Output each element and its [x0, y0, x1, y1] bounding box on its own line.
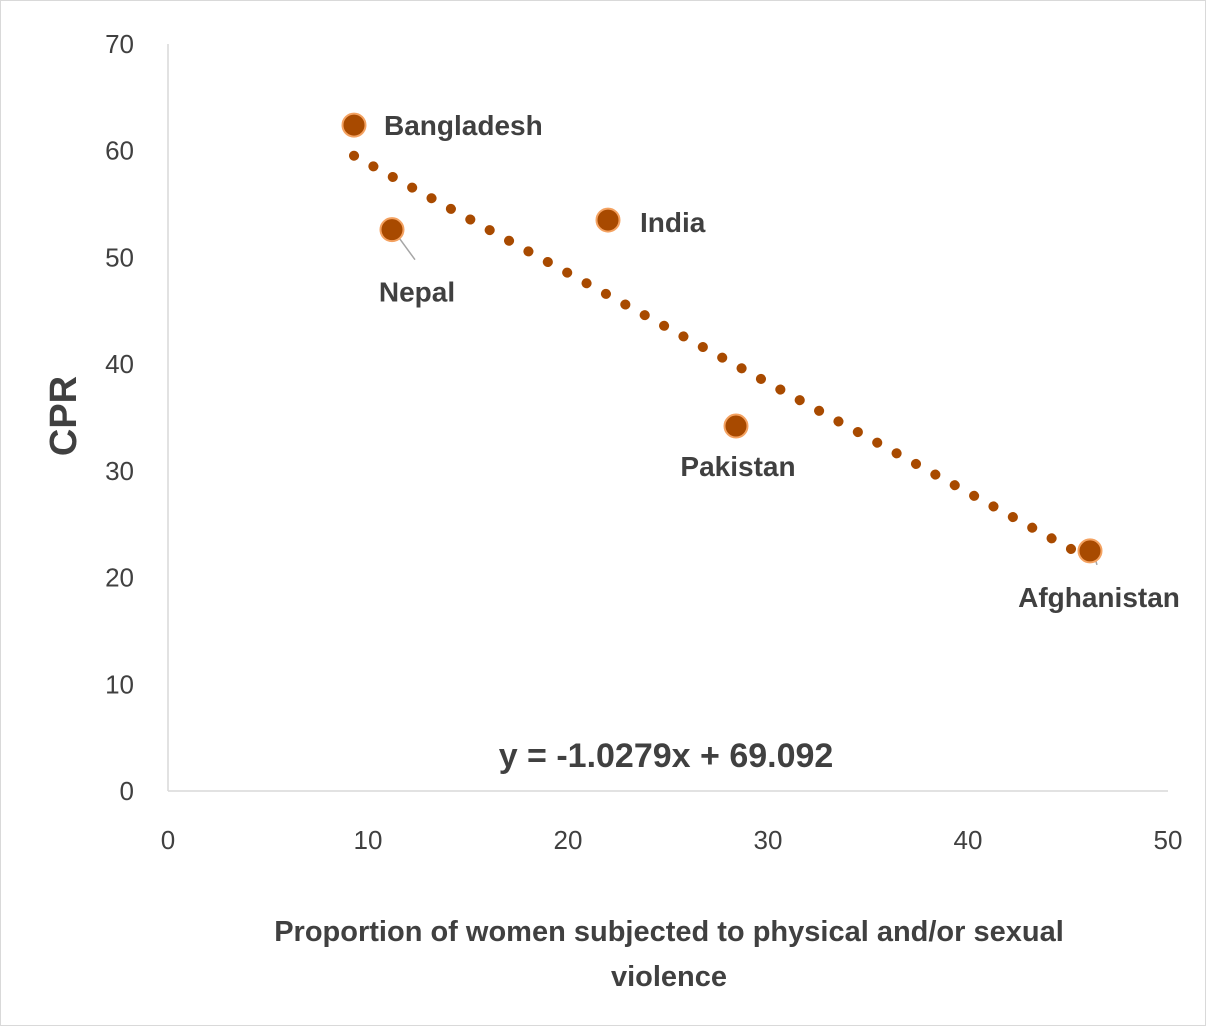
data-point — [723, 413, 749, 439]
y-tick-label: 30 — [105, 456, 134, 486]
trendline-equation: y = -1.0279x + 69.092 — [499, 737, 834, 775]
y-tick-label: 0 — [120, 776, 134, 806]
data-point — [1077, 538, 1103, 564]
y-tick-label: 60 — [105, 136, 134, 166]
x-axis-title-line: Proportion of women subjected to physica… — [274, 916, 1064, 948]
data-point — [595, 207, 621, 233]
x-tick-label: 20 — [554, 825, 583, 855]
trendline — [349, 150, 1095, 565]
y-axis-title: CPR — [43, 376, 85, 456]
data-label: Nepal — [379, 277, 455, 308]
data-label: Pakistan — [680, 451, 795, 482]
data-label: Afghanistan — [1018, 582, 1180, 613]
y-tick-label: 20 — [105, 563, 134, 593]
x-tick-label: 10 — [354, 825, 383, 855]
x-axis-title-line: violence — [611, 961, 727, 993]
data-label: India — [640, 207, 706, 238]
data-label: Bangladesh — [384, 110, 543, 141]
x-tick-label: 30 — [754, 825, 783, 855]
data-point — [341, 112, 367, 138]
x-tick-label: 40 — [954, 825, 983, 855]
y-tick-label: 40 — [105, 349, 134, 379]
data-point — [379, 217, 405, 243]
x-tick-label: 0 — [161, 825, 175, 855]
x-tick-label: 50 — [1154, 825, 1183, 855]
y-tick-label: 70 — [105, 29, 134, 59]
y-tick-label: 50 — [105, 242, 134, 272]
y-tick-label: 10 — [105, 669, 134, 699]
